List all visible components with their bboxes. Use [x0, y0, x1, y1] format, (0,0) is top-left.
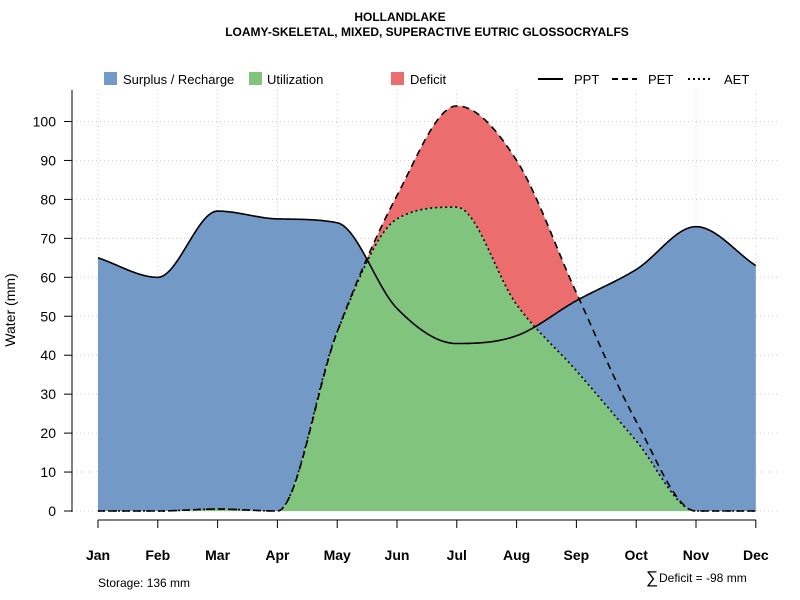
ppt-line	[97, 210, 757, 345]
x-tick-label-feb: Feb	[145, 547, 170, 563]
legend-surplus-swatch	[104, 72, 117, 85]
legend-utilization-swatch	[249, 72, 262, 85]
y-tick-label-0: 0	[48, 503, 56, 519]
aet-line	[98, 206, 756, 512]
x-tick-label-jan: Jan	[86, 547, 110, 563]
y-tick-label-60: 60	[40, 269, 56, 285]
legend-aet-label: AET	[724, 72, 749, 87]
utilization-area	[98, 207, 756, 511]
series-lines	[97, 105, 757, 512]
legend-deficit-label: Deficit	[410, 72, 447, 87]
y-tick-label-40: 40	[40, 347, 56, 363]
x-tick-label-oct: Oct	[625, 547, 649, 563]
y-tick-label-70: 70	[40, 230, 56, 246]
pet-line	[98, 105, 756, 512]
x-tick-label-jun: Jun	[385, 547, 410, 563]
sum-symbol: ∑	[646, 568, 658, 587]
legend: Surplus / Recharge Utilization Deficit P…	[104, 72, 749, 87]
storage-label: Storage: 136 mm	[98, 576, 190, 590]
y-tick-label-90: 90	[40, 152, 56, 168]
y-tick-label-20: 20	[40, 425, 56, 441]
y-tick-label-30: 30	[40, 386, 56, 402]
deficit-area	[98, 105, 756, 327]
surplus-area	[98, 207, 756, 511]
x-tick-label-apr: Apr	[265, 547, 290, 563]
y-axis-ticks: 0 10 20 30 40 50 60 70 80 90 100	[33, 114, 72, 519]
x-tick-label-dec: Dec	[743, 547, 769, 563]
x-tick-label-jul: Jul	[447, 547, 467, 563]
y-tick-label-50: 50	[40, 308, 56, 324]
x-axis-ticks: Jan Feb Mar Apr May Jun Jul Aug Sep Oct Nov Dec	[86, 520, 769, 563]
x-tick-label-sep: Sep	[564, 547, 590, 563]
area-fills	[98, 105, 756, 511]
x-tick-label-nov: Nov	[683, 547, 710, 563]
y-tick-label-100: 100	[33, 114, 57, 130]
y-tick-label-10: 10	[40, 464, 56, 480]
legend-ppt-label: PPT	[574, 72, 599, 87]
x-tick-label-may: May	[324, 547, 351, 563]
y-axis-label: Water (mm)	[2, 273, 18, 346]
chart-title: HOLLANDLAKE	[354, 10, 445, 24]
legend-utilization-label: Utilization	[267, 72, 323, 87]
deficit-total-label: Deficit = -98 mm	[659, 571, 747, 585]
legend-surplus-label: Surplus / Recharge	[123, 72, 234, 87]
legend-pet-label: PET	[648, 72, 673, 87]
x-tick-label-aug: Aug	[503, 547, 530, 563]
legend-deficit-swatch	[391, 72, 404, 85]
chart-subtitle: LOAMY-SKELETAL, MIXED, SUPERACTIVE EUTRI…	[225, 25, 629, 39]
x-tick-label-mar: Mar	[205, 547, 230, 563]
y-tick-label-80: 80	[40, 191, 56, 207]
